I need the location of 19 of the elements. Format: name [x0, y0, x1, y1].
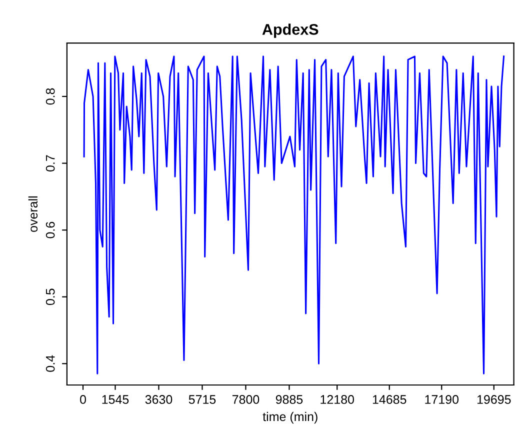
y-tick-label: 0.6 [46, 222, 55, 238]
y-tick-label: 0.5 [46, 288, 55, 306]
y-tick-label: 0.7 [46, 155, 55, 172]
y-tick-label: 0.8 [46, 88, 55, 105]
y-tick-label: 0.4 [46, 355, 55, 372]
chart-title: ApdexS [262, 24, 318, 38]
x-tick-label: 0 [80, 395, 86, 404]
x-tick-label: 3630 [145, 395, 172, 404]
x-tick-label: 17190 [425, 395, 459, 404]
x-tick-label: 1545 [102, 395, 129, 404]
x-tick-label: 7800 [232, 395, 260, 404]
x-tick-label: 5715 [188, 395, 216, 404]
x-axis-title: time (min) [262, 412, 318, 424]
x-tick-label: 9885 [276, 395, 303, 404]
x-tick-label: 12180 [320, 395, 354, 404]
x-tick-label: 14685 [372, 395, 406, 404]
y-axis-title: overall [28, 196, 38, 232]
line-series [83, 56, 505, 374]
x-tick-label: 19695 [477, 395, 511, 404]
